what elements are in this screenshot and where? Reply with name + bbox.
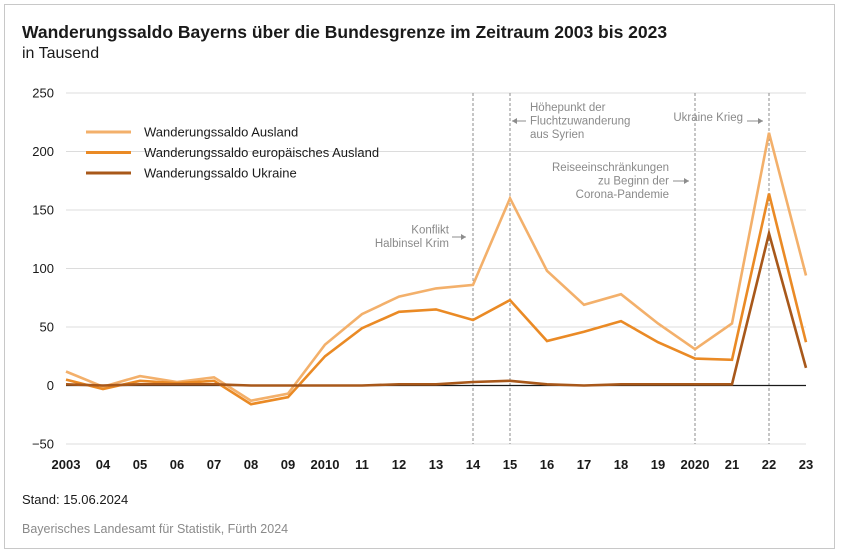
chart-subtitle: in Tausend bbox=[22, 45, 100, 62]
annotation-text: aus Syrien bbox=[530, 129, 584, 141]
annotation-text: Reiseeinschränkungen bbox=[552, 162, 669, 174]
x-tick-label: 2003 bbox=[52, 457, 81, 472]
legend-label-1: Wanderungssaldo europäisches Ausland bbox=[144, 145, 379, 160]
x-tick-label: 21 bbox=[725, 457, 739, 472]
x-tick-label: 11 bbox=[355, 457, 369, 472]
y-tick-label: 200 bbox=[32, 144, 54, 159]
x-tick-label: 23 bbox=[799, 457, 813, 472]
x-tick-label: 16 bbox=[540, 457, 554, 472]
legend-label-0: Wanderungssaldo Ausland bbox=[144, 125, 298, 140]
annotation-arrow-head bbox=[758, 118, 763, 124]
legend: Wanderungssaldo Ausland Wanderungssaldo e… bbox=[86, 125, 379, 181]
series-line-0 bbox=[65, 132, 808, 403]
annotation-arrow-head bbox=[684, 178, 689, 184]
y-tick-label: −50 bbox=[32, 437, 54, 452]
source-note: Bayerisches Landesamt für Statistik, Für… bbox=[22, 522, 289, 536]
x-axis-ticks: 2003 04 05 06 07 08 09 2010 11 12 13 14 15 16 17 18 19 20… bbox=[52, 457, 814, 472]
grid-lines bbox=[66, 92, 806, 445]
x-tick-label: 2010 bbox=[311, 457, 340, 472]
series-lines bbox=[65, 132, 808, 406]
series-line-1 bbox=[65, 193, 808, 406]
x-tick-label: 17 bbox=[577, 457, 591, 472]
annotation-arrow-head bbox=[461, 234, 466, 240]
chart-frame bbox=[4, 4, 835, 549]
x-tick-label: 06 bbox=[170, 457, 184, 472]
y-tick-label: 250 bbox=[32, 86, 54, 101]
x-tick-label: 07 bbox=[207, 457, 221, 472]
x-tick-label: 2020 bbox=[681, 457, 710, 472]
x-tick-label: 09 bbox=[281, 457, 295, 472]
y-tick-label: 50 bbox=[40, 320, 54, 335]
stand-date: Stand: 15.06.2024 bbox=[22, 492, 129, 507]
y-axis-ticks: −50 0 50 100 150 200 250 bbox=[32, 86, 54, 452]
annotation-text: Halbinsel Krim bbox=[375, 238, 449, 250]
annotation-text: zu Beginn der bbox=[598, 176, 669, 188]
x-tick-label: 13 bbox=[429, 457, 443, 472]
annotation-text: Konflikt bbox=[411, 225, 450, 237]
x-tick-label: 19 bbox=[651, 457, 665, 472]
x-tick-label: 04 bbox=[96, 457, 111, 472]
annotation-text: Corona-Pandemie bbox=[576, 189, 669, 201]
annotation-text: Fluchtzuwanderung bbox=[530, 116, 630, 128]
x-tick-label: 18 bbox=[614, 457, 628, 472]
x-tick-label: 08 bbox=[244, 457, 258, 472]
x-tick-label: 14 bbox=[466, 457, 481, 472]
legend-label-2: Wanderungssaldo Ukraine bbox=[144, 166, 297, 181]
x-tick-label: 15 bbox=[503, 457, 517, 472]
y-tick-label: 150 bbox=[32, 203, 54, 218]
annotation-arrow-head bbox=[512, 118, 517, 124]
x-tick-label: 12 bbox=[392, 457, 406, 472]
x-tick-label: 22 bbox=[762, 457, 776, 472]
y-tick-label: 0 bbox=[47, 378, 54, 393]
annotation-text: Höhepunkt der bbox=[530, 102, 606, 114]
annotation-text: Ukraine Krieg bbox=[673, 112, 743, 124]
y-tick-label: 100 bbox=[32, 261, 54, 276]
chart-title: Wanderungssaldo Bayerns über die Bundesg… bbox=[22, 22, 668, 42]
x-tick-label: 05 bbox=[133, 457, 147, 472]
series-line-2 bbox=[65, 228, 808, 387]
